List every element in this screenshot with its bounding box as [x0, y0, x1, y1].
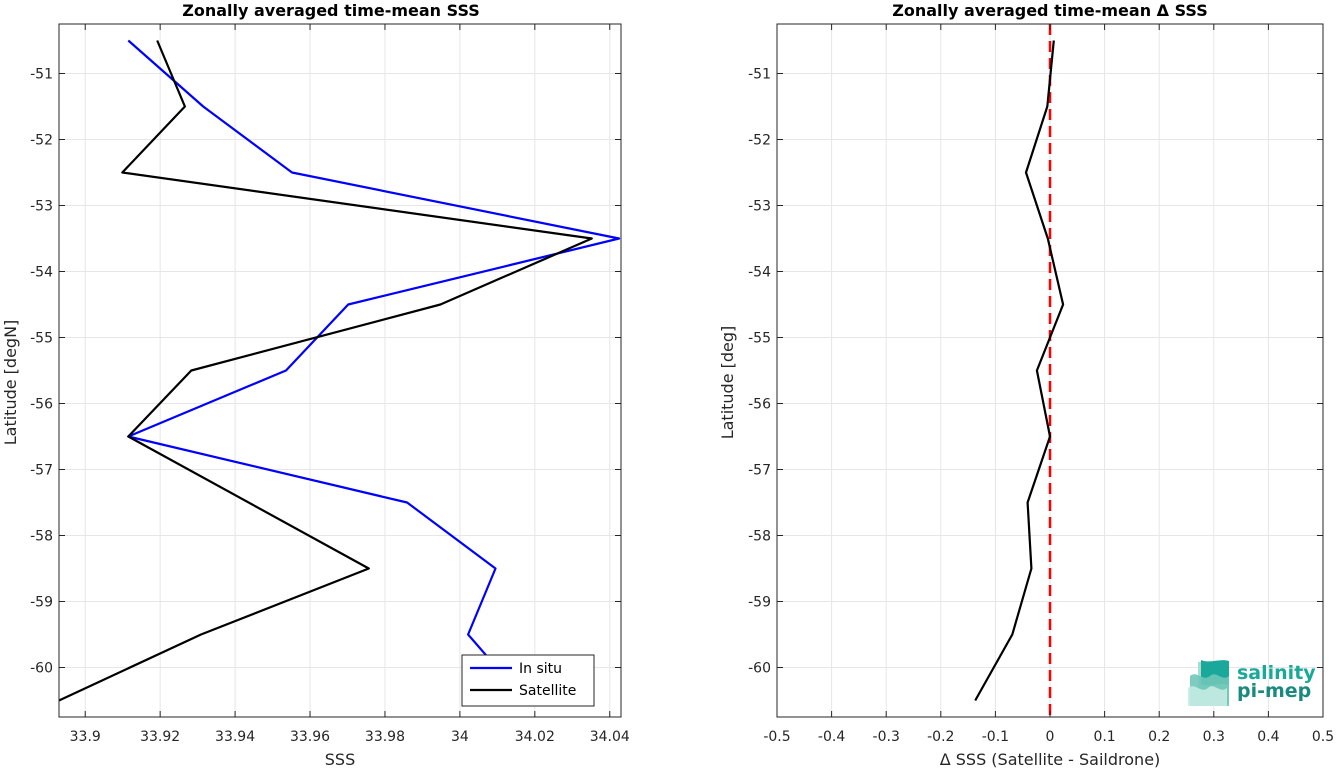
y-tick-label: -55 [30, 331, 53, 347]
y-tick-label: -51 [748, 67, 771, 83]
x-tick-label: 33.94 [215, 729, 255, 745]
y-tick-label: -57 [748, 463, 771, 479]
legend-box [461, 654, 595, 707]
x-tick-label: 0 [1046, 729, 1055, 745]
x-tick-label: 33.96 [290, 729, 330, 745]
x-tick-label: -0.1 [982, 729, 1009, 745]
y-tick-label: -57 [30, 463, 53, 479]
x-tick-label: 0.5 [1312, 729, 1334, 745]
y-tick-label: -58 [748, 529, 771, 545]
legend-label-satellite: Satellite [519, 683, 576, 699]
plot-area [59, 24, 621, 717]
x-tick-label: 33.98 [365, 729, 405, 745]
x-tick-label: -0.4 [818, 729, 845, 745]
y-axis-label: Latitude [degN] [1, 320, 20, 446]
legend: In situ Satellite [461, 654, 595, 707]
x-tick-label: 33.92 [140, 729, 180, 745]
chart-title: Zonally averaged time-mean Δ SSS [892, 1, 1208, 20]
x-tick-label: 33.9 [70, 729, 101, 745]
x-tick-label: 0.4 [1257, 729, 1279, 745]
axes-box [58, 23, 622, 718]
y-tick-label: -52 [30, 133, 53, 149]
logo-text-pi-mep: pi-mep [1237, 680, 1311, 702]
x-tick-label: -0.2 [927, 729, 954, 745]
sss-panel: 33.9 33.92 33.94 33.96 33.98 34 34.02 34.04 -51 -… [1, 1, 630, 769]
y-axis-label: Latitude [deg] [718, 326, 737, 440]
logo-mark-icon [1188, 660, 1229, 706]
y-tick-label: -56 [748, 397, 771, 413]
logo-text-salinity: salinity [1237, 662, 1316, 684]
y-tick-label: -59 [748, 595, 771, 611]
x-axis-label: Δ SSS (Satellite - Saildrone) [940, 750, 1161, 769]
x-axis-label: SSS [325, 750, 355, 769]
chart-title: Zonally averaged time-mean SSS [182, 1, 480, 20]
delta-sss-panel: -0.5 -0.4 -0.3 -0.2 -0.1 0 0.1 0.2 0.3 0.4 0.5 -51 -… [718, 1, 1334, 769]
x-tick-label: 34.02 [515, 729, 555, 745]
salinity-pi-mep-logo: salinity pi-mep [1188, 660, 1316, 706]
x-tick-label: -0.3 [873, 729, 900, 745]
series-in-situ-line [127, 39, 621, 663]
y-tick-label: -60 [748, 661, 771, 677]
series-satellite-line [58, 40, 593, 702]
x-tick-label: -0.5 [763, 729, 790, 745]
y-tick-label: -53 [748, 199, 771, 215]
y-tick-label: -55 [748, 331, 771, 347]
y-tick-label: -56 [30, 397, 53, 413]
x-tick-label: 34 [451, 729, 469, 745]
y-tick-label: -54 [30, 265, 53, 281]
x-tick-label: 0.1 [1093, 729, 1115, 745]
x-tick-label: 0.2 [1148, 729, 1170, 745]
series-line-0 [974, 40, 1065, 702]
y-tick-label: -53 [30, 199, 53, 215]
y-tick-label: -60 [30, 661, 53, 677]
y-tick-label: -52 [748, 133, 771, 149]
legend-label-in-situ: In situ [519, 661, 562, 677]
x-tick-label: 34.04 [590, 729, 630, 745]
y-tick-label: -59 [30, 595, 53, 611]
y-tick-label: -51 [30, 67, 53, 83]
y-tick-label: -54 [748, 265, 771, 281]
y-tick-label: -58 [30, 529, 53, 545]
x-tick-label: 0.3 [1203, 729, 1225, 745]
